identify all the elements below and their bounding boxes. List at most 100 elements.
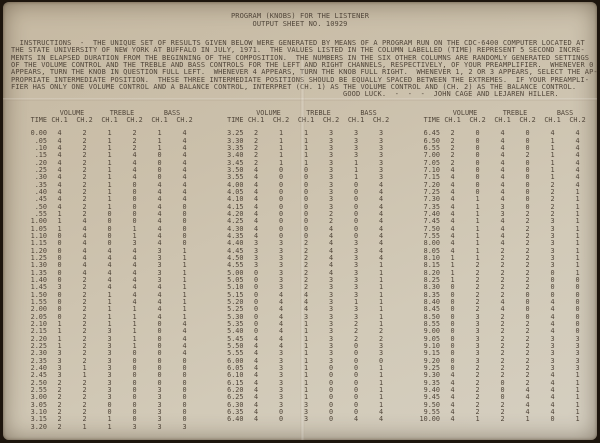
value-cell: 2 [82, 180, 87, 189]
time-cell: .05 [34, 136, 47, 145]
table-row: .50 4 2 1 0 4 0 [13, 203, 199, 211]
value-cell: 1 [575, 224, 580, 233]
value-cell: 4 [278, 297, 284, 306]
value-cell: 4 [132, 158, 137, 167]
value-cell: 1 [303, 319, 309, 328]
table-row: 7.15 4 0 4 0 1 4 [406, 173, 592, 182]
value-cell: 2 [82, 305, 87, 314]
time-cell: 7.20 [423, 180, 440, 189]
value-cell: 2 [475, 283, 480, 292]
value-cell: 1 [57, 217, 62, 226]
value-cell: 0 [475, 136, 480, 145]
value-cell: 0 [353, 356, 359, 365]
value-cell: 2 [525, 231, 530, 240]
value-cell: 2 [475, 275, 480, 284]
table-row: 6.05 4 3 1 0 0 1 [210, 363, 396, 372]
value-cell: 3 [550, 231, 555, 240]
value-cell: 3 [475, 349, 480, 358]
value-cell: 0 [107, 209, 112, 218]
value-cell: 0 [57, 246, 62, 255]
value-cell: 4 [550, 327, 555, 336]
time-cell: 5.05 [227, 275, 244, 284]
value-cell: 4 [278, 334, 284, 343]
value-cell: 1 [475, 224, 480, 233]
value-cell: 0 [253, 327, 259, 336]
value-cell: 3 [378, 129, 384, 138]
table-row: 5.00 0 3 2 4 3 1 [210, 269, 396, 277]
value-cell: 2 [378, 327, 384, 336]
table-row: 7.00 2 0 4 2 1 4 [406, 151, 592, 160]
value-cell: 4 [182, 129, 187, 138]
table-row: 9.20 0 3 2 2 3 3 [406, 357, 592, 365]
value-cell: 1 [475, 195, 480, 204]
time-cell: 7.00 [423, 151, 440, 160]
value-cell: 4 [253, 195, 259, 204]
value-cell: 0 [525, 158, 530, 167]
value-cell: 0 [182, 363, 187, 372]
value-cell: 1 [450, 275, 455, 284]
value-cell: 2 [500, 275, 505, 284]
table-row: 3.15 2 2 1 0 3 0 [13, 415, 199, 424]
value-cell: 2 [82, 209, 87, 218]
value-cell: 2 [500, 349, 505, 358]
value-cell: 2 [500, 334, 505, 343]
value-cell: 1 [303, 356, 309, 365]
value-cell: 1 [378, 378, 384, 387]
value-cell: 0 [525, 129, 530, 138]
value-cell: 4 [157, 305, 162, 314]
table-row: .35 4 2 1 0 4 4 [13, 180, 199, 189]
value-cell: 0 [253, 297, 259, 306]
value-cell: 2 [450, 136, 455, 145]
value-cell: 2 [82, 188, 87, 196]
table-row: 6.15 4 3 1 0 0 1 [210, 378, 396, 387]
value-cell: 3 [328, 349, 334, 358]
value-cell: 2 [475, 363, 480, 372]
value-cell: 3 [575, 349, 580, 358]
value-cell: 2 [500, 261, 505, 270]
table-row: 8.50 0 3 2 0 4 0 [406, 313, 592, 321]
value-cell: 3 [475, 319, 480, 328]
value-cell: 3 [353, 312, 359, 321]
value-cell: 4 [575, 136, 580, 145]
time-cell: 1.05 [30, 224, 47, 233]
value-cell: 0 [303, 166, 309, 175]
value-cell: 4 [378, 217, 384, 226]
value-cell: 4 [500, 195, 505, 204]
time-cell: .35 [34, 180, 47, 189]
value-cell: 2 [303, 283, 309, 292]
value-cell: 3 [353, 129, 359, 138]
time-cell: 9.00 [423, 327, 440, 336]
value-cell: 4 [82, 217, 87, 226]
value-cell: 4 [575, 173, 580, 182]
value-cell: 1 [157, 144, 162, 153]
value-cell: 4 [182, 195, 187, 204]
value-cell: 0 [157, 166, 162, 175]
value-cell: 0 [107, 239, 112, 248]
value-cell: 0 [475, 173, 480, 182]
value-cell: 0 [182, 415, 187, 424]
value-cell: 0 [475, 166, 480, 175]
value-cell: 2 [500, 327, 505, 336]
value-cell: 2 [328, 209, 334, 218]
value-cell: 4 [132, 151, 137, 160]
value-cell: 4 [378, 224, 384, 233]
time-cell: 5.55 [227, 349, 244, 358]
value-cell: 0 [278, 217, 284, 226]
value-cell: 2 [82, 166, 87, 175]
value-cell: 0 [57, 268, 62, 277]
table-row: 9.25 0 2 2 2 3 3 [406, 363, 592, 372]
value-cell: 1 [107, 151, 112, 160]
value-cell: 4 [253, 217, 259, 226]
value-cell: 3 [378, 151, 384, 160]
time-cell: 7.55 [423, 231, 440, 240]
time-cell: 4.45 [227, 246, 244, 255]
value-cell: 0 [182, 407, 187, 416]
title-line-1: PROGRAM (KNOBS) FOR THE LISTENER [230, 12, 370, 20]
value-cell: 4 [82, 224, 87, 233]
time-cell: 8.20 [423, 268, 440, 277]
value-cell: 1 [107, 195, 112, 204]
value-cell: 1 [378, 363, 384, 372]
value-cell: 4 [303, 305, 309, 314]
time-cell: 6.25 [227, 393, 244, 402]
value-cell: 1 [182, 268, 187, 277]
